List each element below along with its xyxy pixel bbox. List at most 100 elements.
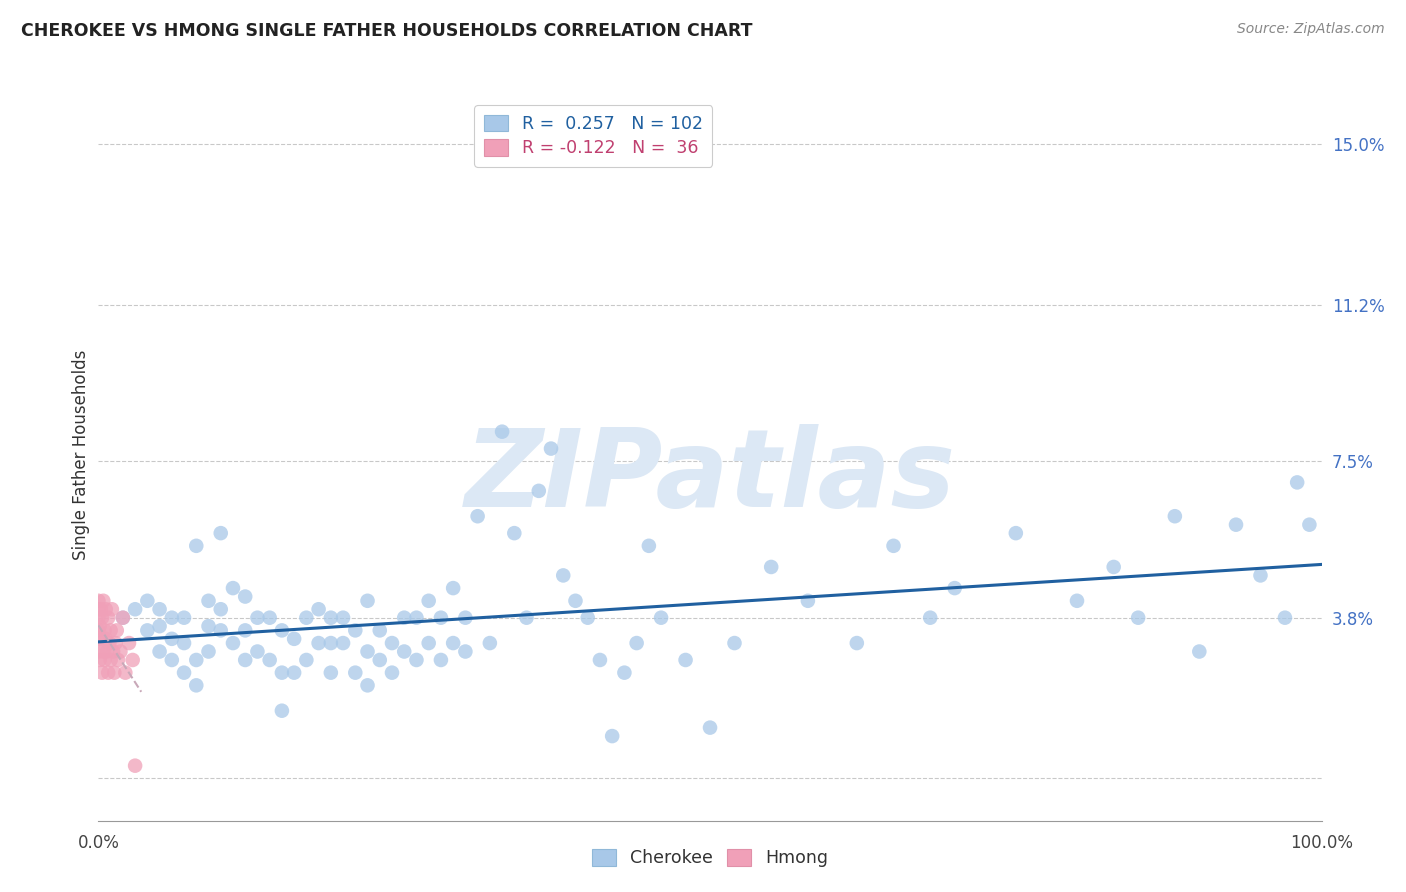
Point <box>1188 644 1211 658</box>
Point <box>675 653 697 667</box>
Point <box>91 610 114 624</box>
Point <box>246 644 269 658</box>
Point <box>91 644 114 658</box>
Point <box>319 665 342 680</box>
Point <box>589 653 612 667</box>
Point <box>87 624 110 638</box>
Point <box>259 653 281 667</box>
Point <box>90 602 112 616</box>
Point <box>93 624 115 638</box>
Point <box>209 624 232 638</box>
Point <box>209 526 232 541</box>
Legend: Cherokee, Hmong: Cherokee, Hmong <box>585 842 835 874</box>
Point <box>295 653 318 667</box>
Point <box>149 602 172 616</box>
Point <box>173 610 195 624</box>
Point <box>270 665 294 680</box>
Point <box>197 619 219 633</box>
Point <box>491 425 513 439</box>
Point <box>270 704 294 718</box>
Point <box>454 644 477 658</box>
Point <box>441 636 464 650</box>
Point <box>105 624 128 638</box>
Point <box>160 653 183 667</box>
Point <box>101 602 124 616</box>
Point <box>368 653 391 667</box>
Point <box>136 624 159 638</box>
Point <box>93 653 115 667</box>
Point <box>186 653 208 667</box>
Point <box>613 665 636 680</box>
Point <box>87 594 110 608</box>
Point <box>186 539 208 553</box>
Point <box>381 665 404 680</box>
Point <box>699 721 721 735</box>
Point <box>405 653 427 667</box>
Point <box>100 653 122 667</box>
Point <box>1225 517 1247 532</box>
Point <box>418 594 440 608</box>
Y-axis label: Single Father Households: Single Father Households <box>72 350 90 560</box>
Point <box>540 442 562 456</box>
Point <box>405 610 427 624</box>
Point <box>576 610 599 624</box>
Point <box>392 610 416 624</box>
Point <box>1164 509 1187 524</box>
Text: ZIPatlas: ZIPatlas <box>464 424 956 530</box>
Point <box>332 636 354 650</box>
Point <box>246 610 269 624</box>
Point <box>114 665 136 680</box>
Point <box>368 624 391 638</box>
Point <box>111 610 134 624</box>
Point <box>91 594 114 608</box>
Point <box>418 636 440 650</box>
Point <box>883 539 905 553</box>
Point <box>186 678 208 692</box>
Point <box>467 509 489 524</box>
Point <box>173 636 195 650</box>
Point <box>101 644 124 658</box>
Point <box>222 636 245 650</box>
Point <box>149 644 172 658</box>
Point <box>89 619 111 633</box>
Point <box>319 610 342 624</box>
Text: CHEROKEE VS HMONG SINGLE FATHER HOUSEHOLDS CORRELATION CHART: CHEROKEE VS HMONG SINGLE FATHER HOUSEHOL… <box>21 22 752 40</box>
Point <box>118 636 141 650</box>
Point <box>564 594 586 608</box>
Point <box>173 665 195 680</box>
Point <box>90 632 112 646</box>
Point <box>943 581 966 595</box>
Point <box>96 644 118 658</box>
Point <box>392 644 416 658</box>
Point <box>87 610 110 624</box>
Point <box>233 624 256 638</box>
Point <box>283 632 305 646</box>
Point <box>503 526 526 541</box>
Point <box>94 632 117 646</box>
Point <box>845 636 868 650</box>
Point <box>97 665 120 680</box>
Point <box>222 581 245 595</box>
Point <box>638 539 661 553</box>
Point <box>1128 610 1150 624</box>
Point <box>626 636 648 650</box>
Point <box>478 636 501 650</box>
Point <box>160 610 183 624</box>
Point <box>197 594 219 608</box>
Point <box>160 632 183 646</box>
Point <box>553 568 575 582</box>
Point <box>124 758 146 772</box>
Point <box>1274 610 1296 624</box>
Point <box>430 610 453 624</box>
Point <box>430 653 453 667</box>
Point <box>233 590 256 604</box>
Point <box>356 594 378 608</box>
Point <box>600 729 623 743</box>
Point <box>87 632 110 646</box>
Point <box>344 665 367 680</box>
Point <box>197 644 219 658</box>
Point <box>356 644 378 658</box>
Point <box>1004 526 1026 541</box>
Point <box>98 636 121 650</box>
Point <box>1249 568 1271 582</box>
